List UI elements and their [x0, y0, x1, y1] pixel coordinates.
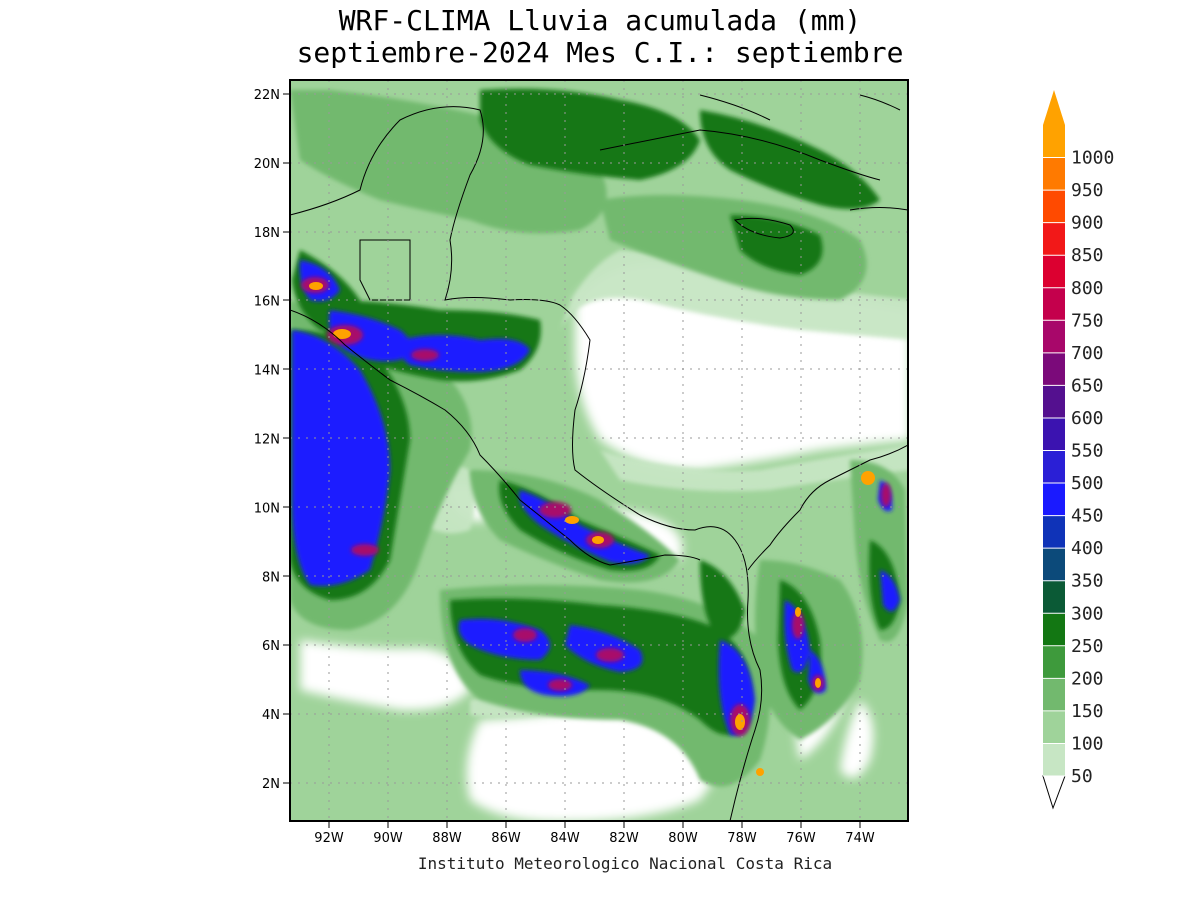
colorbar-label: 400 — [1071, 538, 1104, 559]
colorbar-label: 500 — [1071, 473, 1104, 494]
lat-tick-label: 22N — [254, 88, 280, 103]
lon-tick-label: 86W — [491, 831, 521, 846]
colorbar-segment — [1043, 222, 1065, 256]
colorbar-label: 800 — [1071, 278, 1104, 299]
colorbar-segment — [1043, 613, 1065, 647]
colorbar-label: 650 — [1071, 375, 1104, 396]
lon-tick-label: 90W — [373, 831, 403, 846]
colorbar-upper-extension — [1043, 90, 1065, 125]
map-frame — [289, 79, 909, 822]
lon-tick-label: 82W — [609, 831, 639, 846]
lon-tick-label: 74W — [845, 831, 875, 846]
lon-tick-label: 80W — [668, 831, 698, 846]
colorbar-label: 100 — [1071, 733, 1104, 754]
colorbar-segment — [1043, 645, 1065, 679]
colorbar-segment — [1043, 450, 1065, 484]
colorbar-segment — [1043, 548, 1065, 582]
colorbar-label: 1000 — [1071, 148, 1114, 169]
lat-tick-label: 12N — [254, 433, 280, 448]
colorbar-segment — [1043, 255, 1065, 289]
colorbar-label: 50 — [1071, 766, 1093, 787]
rainfall-field — [290, 80, 908, 821]
colorbar-segment — [1043, 352, 1065, 386]
lat-tick-label: 14N — [254, 364, 280, 379]
colorbar-label: 950 — [1071, 180, 1104, 201]
colorbar-segment — [1043, 157, 1065, 191]
lon-tick-label: 76W — [786, 831, 816, 846]
colorbar-segment — [1043, 515, 1065, 549]
colorbar-segment — [1043, 385, 1065, 419]
colorbar-segment — [1043, 678, 1065, 712]
colorbar-label: 600 — [1071, 408, 1104, 429]
lon-tick-label: 92W — [314, 831, 344, 846]
colorbar-label: 900 — [1071, 213, 1104, 234]
colorbar-segment — [1043, 743, 1065, 777]
colorbar: 50 100 150 200 250 300 350 400 450 500 550 600 650 70… — [1042, 90, 1114, 810]
colorbar-segment — [1043, 287, 1065, 321]
colorbar-segment — [1043, 483, 1065, 517]
colorbar-label: 150 — [1071, 701, 1104, 722]
longitude-labels: 92W 90W 88W 86W 84W 82W 80W 78W 76W 74W — [314, 831, 875, 846]
lon-tick-label: 88W — [432, 831, 462, 846]
colorbar-segment — [1043, 125, 1065, 159]
colorbar-label: 200 — [1071, 668, 1104, 689]
colorbar-label: 850 — [1071, 245, 1104, 266]
colorbar-segment — [1043, 580, 1065, 614]
credit-text: Instituto Meteorologico Nacional Costa R… — [417, 854, 833, 873]
lat-tick-label: 2N — [262, 777, 280, 792]
lat-tick-label: 18N — [254, 226, 280, 241]
lon-tick-label: 78W — [727, 831, 757, 846]
lon-tick-label: 84W — [550, 831, 580, 846]
gridlines — [290, 80, 908, 821]
lat-tick-label: 20N — [254, 157, 280, 172]
colorbar-label: 350 — [1071, 571, 1104, 592]
colorbar-label: 250 — [1071, 636, 1104, 657]
map-title: WRF-CLIMA Lluvia acumulada (mm) — [338, 4, 862, 37]
lat-tick-label: 4N — [262, 708, 280, 723]
map-subtitle: septiembre-2024 Mes C.I.: septiembre — [296, 36, 904, 69]
colorbar-label: 750 — [1071, 310, 1104, 331]
colorbar-segment — [1043, 190, 1065, 224]
colorbar-label: 300 — [1071, 603, 1104, 624]
lat-tick-label: 8N — [262, 570, 280, 585]
colorbar-segment — [1043, 710, 1065, 744]
lat-tick-label: 6N — [262, 639, 280, 654]
colorbar-label: 450 — [1071, 506, 1104, 527]
lat-tick-label: 10N — [254, 501, 280, 516]
colorbar-label: 700 — [1071, 343, 1104, 364]
colorbar-segment — [1043, 417, 1065, 451]
colorbar-lower-extension — [1042, 775, 1066, 810]
latitude-labels: 22N 20N 18N 16N 14N 12N 10N 8N 6N 4N 2N — [254, 88, 280, 792]
colorbar-label: 550 — [1071, 441, 1104, 462]
colorbar-segment — [1043, 320, 1065, 354]
coastlines — [290, 94, 908, 821]
lat-tick-label: 16N — [254, 295, 280, 310]
